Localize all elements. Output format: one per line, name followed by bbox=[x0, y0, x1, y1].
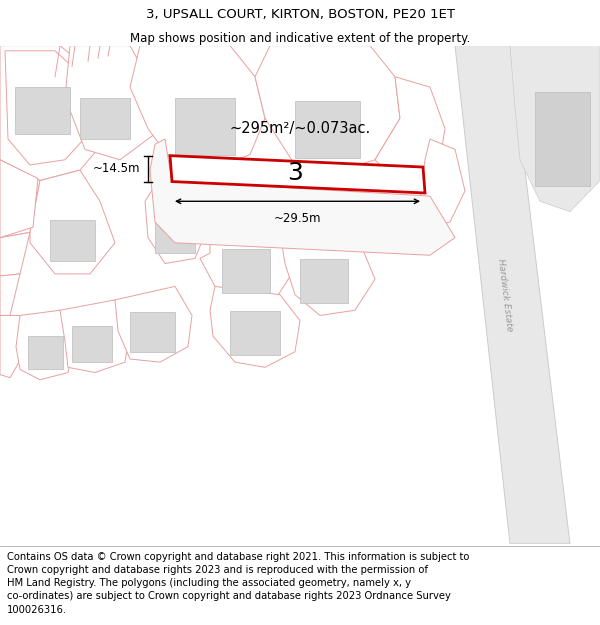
Text: Hardwick Estate: Hardwick Estate bbox=[496, 258, 514, 332]
Polygon shape bbox=[0, 160, 40, 238]
Bar bbox=[535, 92, 590, 186]
Bar bbox=[50, 220, 95, 261]
Polygon shape bbox=[0, 274, 20, 316]
Bar bbox=[72, 326, 112, 362]
Text: 3: 3 bbox=[287, 161, 303, 185]
Polygon shape bbox=[280, 232, 375, 316]
Bar bbox=[230, 311, 280, 355]
Polygon shape bbox=[115, 286, 192, 362]
Polygon shape bbox=[0, 232, 30, 276]
Polygon shape bbox=[16, 310, 75, 380]
Text: 3, UPSALL COURT, KIRTON, BOSTON, PE20 1ET: 3, UPSALL COURT, KIRTON, BOSTON, PE20 1E… bbox=[146, 8, 455, 21]
Polygon shape bbox=[170, 156, 425, 193]
Polygon shape bbox=[60, 300, 130, 372]
Bar bbox=[295, 101, 360, 158]
Polygon shape bbox=[255, 46, 400, 172]
Polygon shape bbox=[5, 51, 98, 165]
Polygon shape bbox=[0, 160, 38, 238]
Polygon shape bbox=[30, 170, 115, 274]
Text: ~14.5m: ~14.5m bbox=[92, 162, 140, 175]
Polygon shape bbox=[200, 222, 295, 305]
Text: Contains OS data © Crown copyright and database right 2021. This information is : Contains OS data © Crown copyright and d… bbox=[7, 552, 470, 614]
Polygon shape bbox=[375, 77, 445, 176]
Polygon shape bbox=[65, 46, 155, 160]
Polygon shape bbox=[210, 286, 300, 368]
Polygon shape bbox=[150, 139, 455, 255]
Polygon shape bbox=[0, 316, 25, 378]
Polygon shape bbox=[510, 46, 600, 212]
Bar bbox=[28, 336, 63, 369]
Bar bbox=[155, 214, 195, 253]
Text: Map shows position and indicative extent of the property.: Map shows position and indicative extent… bbox=[130, 32, 470, 45]
Bar bbox=[175, 98, 235, 154]
Text: ~29.5m: ~29.5m bbox=[274, 212, 321, 224]
Bar bbox=[80, 98, 130, 139]
Bar bbox=[300, 259, 348, 303]
Bar bbox=[222, 249, 270, 292]
Polygon shape bbox=[130, 46, 265, 170]
Polygon shape bbox=[0, 46, 115, 181]
Bar bbox=[130, 312, 175, 352]
Polygon shape bbox=[420, 139, 465, 228]
Text: ~295m²/~0.073ac.: ~295m²/~0.073ac. bbox=[229, 121, 371, 136]
Polygon shape bbox=[455, 46, 570, 544]
Bar bbox=[15, 87, 70, 134]
Polygon shape bbox=[145, 170, 210, 264]
